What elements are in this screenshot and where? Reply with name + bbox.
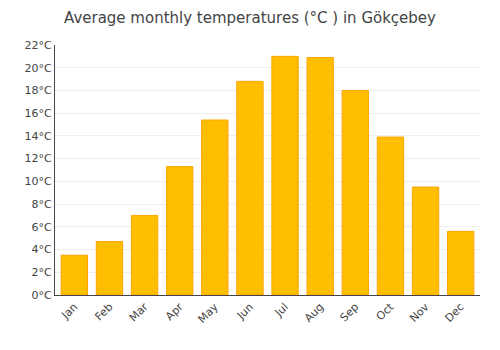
svg-text:Average monthly temperatures (: Average monthly temperatures (°C ) in Gö… (64, 9, 436, 27)
svg-text:0°C: 0°C (32, 289, 52, 302)
svg-text:2°C: 2°C (32, 266, 52, 279)
svg-text:22°C: 22°C (25, 39, 52, 52)
svg-text:Aug: Aug (302, 301, 326, 325)
svg-text:Sep: Sep (337, 301, 361, 325)
svg-text:Mar: Mar (127, 300, 151, 324)
svg-text:Feb: Feb (92, 301, 115, 324)
svg-text:20°C: 20°C (25, 62, 52, 75)
svg-text:Dec: Dec (442, 301, 466, 325)
svg-text:16°C: 16°C (25, 107, 52, 120)
svg-text:14°C: 14°C (25, 130, 52, 143)
svg-text:Apr: Apr (163, 300, 186, 323)
svg-text:18°C: 18°C (25, 84, 52, 97)
svg-text:Nov: Nov (407, 300, 432, 325)
svg-text:May: May (196, 300, 222, 326)
svg-text:10°C: 10°C (25, 175, 52, 188)
svg-text:Jan: Jan (58, 301, 80, 323)
svg-text:Jul: Jul (272, 301, 291, 320)
svg-text:Oct: Oct (374, 300, 397, 323)
svg-text:12°C: 12°C (25, 152, 52, 165)
svg-text:8°C: 8°C (32, 198, 52, 211)
svg-text:Jun: Jun (234, 300, 256, 322)
svg-text:6°C: 6°C (32, 221, 52, 234)
svg-text:4°C: 4°C (32, 243, 52, 256)
